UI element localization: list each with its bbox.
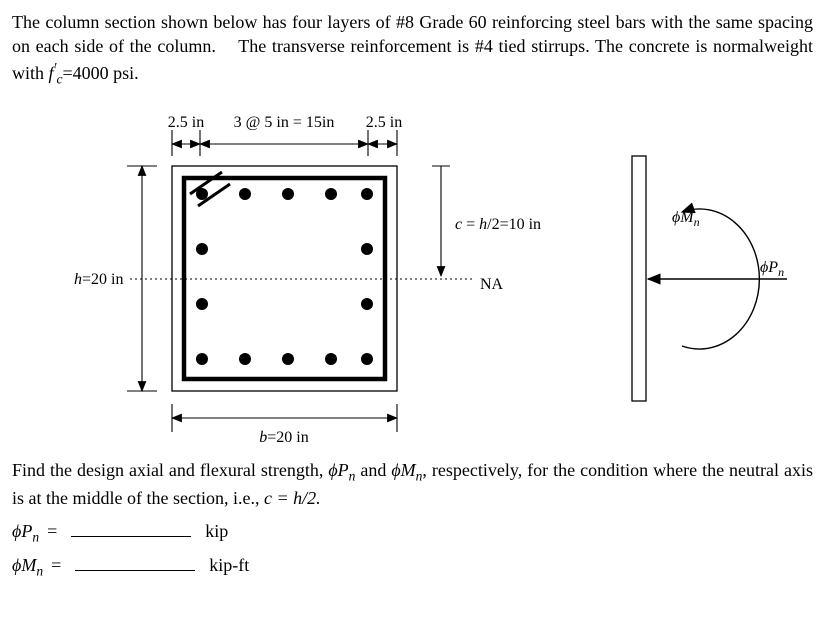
answer-pn-row: ϕPn = kip	[12, 521, 813, 546]
top-dimensions	[172, 130, 397, 156]
pn-blank[interactable]	[71, 522, 191, 537]
column-side-view	[632, 156, 646, 401]
phi-mn-ans: ϕMn	[12, 555, 43, 580]
mn-blank[interactable]	[75, 556, 195, 571]
phi-pn-ans: ϕPn	[12, 521, 39, 546]
dim-mid: 3 @ 5 in = 15in	[234, 114, 335, 131]
phi-mn: ϕMn	[391, 460, 422, 480]
fc-value: =4000 psi.	[62, 63, 138, 83]
text: , respectively, for the condition	[422, 460, 648, 480]
problem-statement: The column section shown below has four …	[12, 10, 813, 88]
answer-mn-row: ϕMn = kip-ft	[12, 555, 813, 580]
fc-symbol: f′c	[49, 63, 63, 83]
text: Find the design axial and flexural stren…	[12, 460, 328, 480]
eq: =	[47, 521, 57, 542]
c-label: c = h/2=10 in	[455, 216, 541, 233]
c-hover2: c = h/2.	[264, 488, 321, 508]
h-label: h=20 in	[74, 271, 123, 288]
na-label: NA	[480, 276, 504, 293]
phi-mn-label: ϕMn	[672, 209, 700, 229]
unit-kipft: kip-ft	[209, 555, 249, 576]
text: The column section shown below has four …	[12, 12, 683, 32]
phi-pn-label: ϕPn	[760, 259, 784, 279]
text: The transverse reinforcement is #4 tied	[238, 36, 525, 56]
dim-left: 2.5 in	[168, 114, 204, 131]
dim-right: 2.5 in	[366, 114, 402, 131]
phi-pn: ϕPn	[328, 460, 355, 480]
answer-blanks: ϕPn = kip ϕMn = kip-ft	[12, 521, 813, 580]
eq: =	[51, 555, 61, 576]
prompt: Find the design axial and flexural stren…	[12, 458, 813, 510]
diagram: 2.5 in 3 @ 5 in = 15in 2.5 in h=20 in	[12, 94, 813, 454]
b-label: b=20 in	[259, 429, 308, 446]
c-dimension	[432, 166, 450, 276]
text: and	[355, 460, 391, 480]
unit-kip: kip	[205, 521, 228, 542]
b-dimension	[172, 404, 397, 432]
